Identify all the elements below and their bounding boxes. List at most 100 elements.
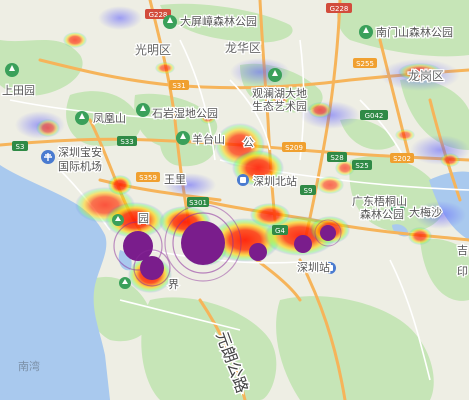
- place-label-shiyan-wetland: 石岩湿地公园: [152, 106, 218, 120]
- bubble-small[interactable]: [294, 235, 312, 253]
- shield-s9: S9: [300, 185, 316, 195]
- bubble-small[interactable]: [249, 243, 267, 261]
- heat-halo: [300, 101, 360, 129]
- place-label-wutong-2: 森林公园: [360, 207, 404, 221]
- place-label-fenghuangshan: 凤凰山: [93, 112, 126, 125]
- svg-text:S28: S28: [330, 154, 343, 162]
- train-icon[interactable]: [237, 174, 249, 186]
- place-label-wangli: 王里: [164, 173, 186, 186]
- district-label-guangming: 光明区: [135, 43, 171, 57]
- heat-halo: [164, 173, 216, 197]
- bubble-ring: [133, 249, 171, 287]
- tree-icon[interactable]: [391, 201, 405, 215]
- bubble-layer: [113, 204, 342, 287]
- heat-blob: [408, 227, 432, 245]
- shield-g4: G4: [272, 225, 288, 235]
- heat-blob: [63, 32, 87, 48]
- svg-text:S301: S301: [189, 199, 207, 207]
- tree-icon[interactable]: [163, 15, 177, 29]
- svg-text:S255: S255: [356, 60, 374, 68]
- shield-s255: S255: [353, 58, 377, 68]
- bubble-medium[interactable]: [123, 231, 153, 261]
- shield-s31: S31: [169, 80, 189, 90]
- tree-icon[interactable]: [75, 111, 89, 125]
- tree-icon[interactable]: [176, 131, 190, 145]
- place-label-nanmenshan: 南门山森林公园: [376, 25, 453, 39]
- svg-text:S25: S25: [355, 162, 368, 170]
- place-label-shenzhen-station: 深圳站: [297, 260, 330, 274]
- heat-blob: [395, 129, 415, 141]
- svg-text:S31: S31: [172, 82, 185, 90]
- svg-text:S209: S209: [285, 144, 303, 152]
- poi-icons: [5, 15, 405, 289]
- shield-g228-top: G228: [145, 9, 171, 19]
- tree-icon[interactable]: [112, 214, 124, 226]
- tree-icon[interactable]: [5, 63, 19, 77]
- shield-s301: S301: [187, 197, 209, 207]
- place-label-jie-partial: 界: [168, 278, 179, 291]
- shield-s25: S25: [352, 160, 372, 170]
- place-label-yangtaishan: 羊台山: [192, 132, 225, 146]
- heat-halo: [98, 6, 142, 30]
- bubble-large[interactable]: [181, 221, 225, 265]
- svg-text:G228: G228: [330, 5, 349, 13]
- heat-blob: [440, 153, 460, 167]
- airplane-icon[interactable]: [41, 150, 55, 164]
- svg-text:S9: S9: [304, 187, 313, 195]
- heat-blob: [36, 119, 60, 137]
- heat-blob: [398, 63, 442, 81]
- place-label-shenzhen-north: 深圳北站: [253, 174, 297, 188]
- heat-blob: [200, 112, 216, 124]
- place-label-ji-partial: 吉: [457, 244, 468, 257]
- tree-icon[interactable]: [119, 277, 131, 289]
- shield-s28: S28: [327, 152, 347, 162]
- heat-blob: [155, 62, 175, 74]
- tree-icon[interactable]: [136, 103, 150, 117]
- heat-halo: [414, 201, 466, 229]
- heat-blob: [250, 203, 290, 227]
- svg-text:S33: S33: [120, 138, 133, 146]
- heat-blob: [108, 175, 132, 195]
- district-label-longhua: 龙华区: [225, 41, 261, 55]
- district-label-longgang: 龙岗区: [408, 69, 444, 83]
- svg-text:G4: G4: [275, 227, 285, 235]
- bubble-ring: [314, 219, 342, 247]
- svg-text:S3: S3: [16, 143, 25, 151]
- svg-text:G042: G042: [365, 112, 384, 120]
- heat-blob: [316, 176, 344, 194]
- train-icon[interactable]: [324, 262, 336, 274]
- place-label-shangtian: 上田园: [2, 84, 35, 97]
- shield-g0422: G042: [360, 110, 388, 120]
- place-label-dameisha: 大梅沙: [409, 205, 442, 219]
- place-label-nanwan: 南湾: [18, 359, 40, 373]
- place-label-dapingzhang: 大屏嶂森林公园: [180, 14, 257, 28]
- shield-s202: S202: [390, 153, 414, 163]
- place-label-yin-partial: 印: [457, 265, 468, 278]
- bubble-ring: [172, 212, 234, 274]
- svg-text:S359: S359: [139, 174, 157, 182]
- tree-icon[interactable]: [268, 68, 282, 82]
- place-label-guanlan-1: 观澜湖大地: [252, 86, 307, 100]
- heat-blob: [335, 160, 355, 176]
- heat-blob: [308, 102, 332, 118]
- heat-blob: [105, 202, 165, 238]
- shield-g228-right: G228: [326, 3, 352, 13]
- place-label-yuan-partial: 园: [138, 212, 149, 225]
- bubble-ring: [113, 221, 163, 271]
- shield-s33: S33: [117, 136, 137, 146]
- bubble-small[interactable]: [320, 225, 336, 241]
- bubble-medium[interactable]: [140, 256, 164, 280]
- place-label-wutong-1: 广东梧桐山: [352, 194, 407, 208]
- road-shields: G228 G228 S31 S3 S33 S359 S209 S301 S28 …: [12, 3, 414, 235]
- shield-s209: S209: [282, 142, 306, 152]
- shield-s3: S3: [12, 141, 28, 151]
- place-label-airport-1: 深圳宝安: [58, 145, 102, 159]
- tree-icon[interactable]: [359, 25, 373, 39]
- heat-halo: [410, 135, 469, 165]
- shield-s359: S359: [136, 172, 160, 182]
- svg-text:G228: G228: [149, 11, 168, 19]
- heat-blob: [270, 94, 290, 106]
